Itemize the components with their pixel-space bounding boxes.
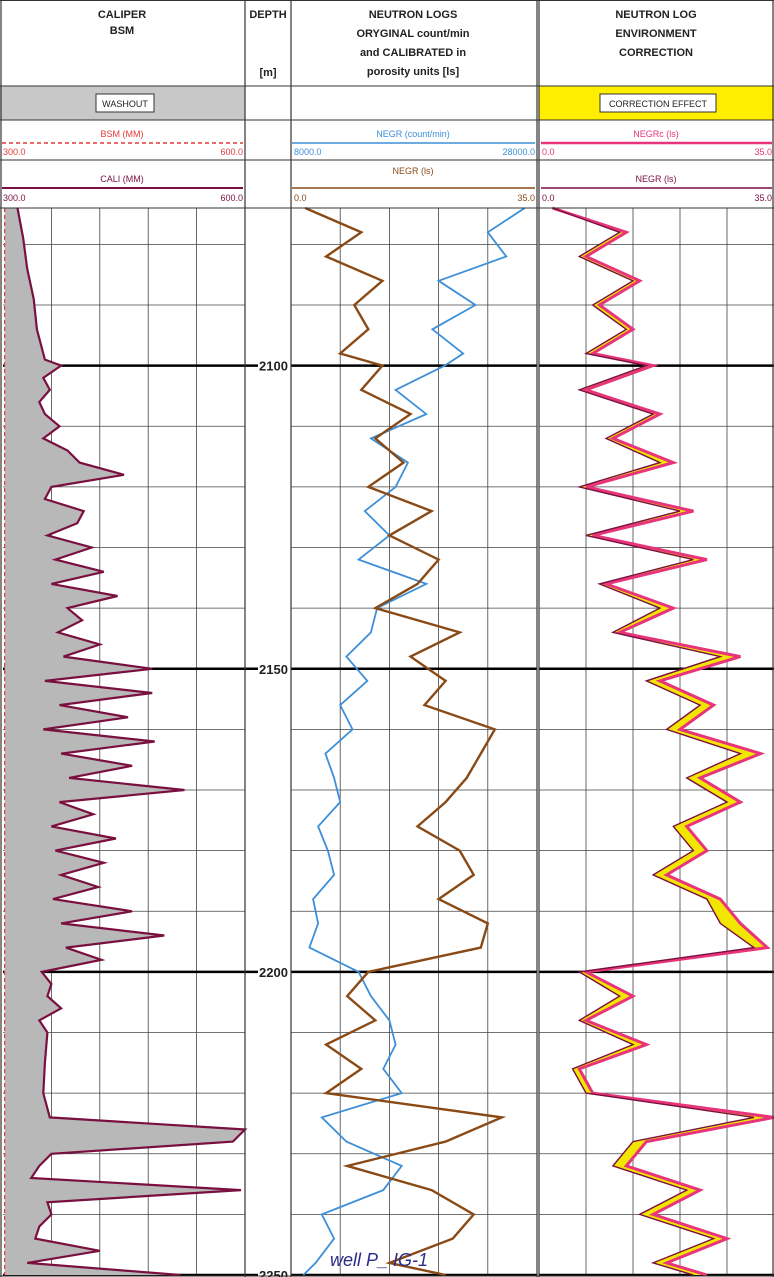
negrc-scale-name: NEGRc (ls) xyxy=(633,129,679,139)
depth-label: 2200 xyxy=(259,965,288,980)
negrc-scale-max: 35.0 xyxy=(754,147,772,157)
negr-count-scale-min: 8000.0 xyxy=(294,147,322,157)
negr-count-scale-name: NEGR (count/min) xyxy=(376,129,450,139)
header: CALIPER BSM DEPTH [m] NEUTRON LOGS ORYGI… xyxy=(98,9,697,79)
scale-rows: BSM (MM) 300.0 600.0 CALI (MM) 300.0 600… xyxy=(2,129,772,203)
correction-effect-label: CORRECTION EFFECT xyxy=(609,99,708,109)
depth-labels: 2100 2150 2200 2250 xyxy=(259,359,288,1277)
negr-ls-scale-name: NEGR (ls) xyxy=(393,166,434,176)
washout-fill xyxy=(4,208,246,1275)
washout-label: WASHOUT xyxy=(102,99,148,109)
neutron-subtitle-2: and CALIBRATED in xyxy=(360,47,466,59)
caliper-title: CALIPER xyxy=(98,9,146,21)
negr-ls-curve xyxy=(304,206,507,1277)
correction-legend-box xyxy=(599,93,717,113)
depth-title: DEPTH xyxy=(249,9,286,21)
caliper-subtitle: BSM xyxy=(110,25,134,37)
well-watermark: well P_ IG-1 xyxy=(330,1250,428,1270)
negrc-curve xyxy=(551,206,774,1277)
negrc-scale-min: 0.0 xyxy=(542,147,555,157)
plot-curves xyxy=(3,206,774,1277)
negr2-scale-name: NEGR (ls) xyxy=(636,174,677,184)
bsm-scale-min: 300.0 xyxy=(3,147,26,157)
neutron-subtitle-3: porosity units [ls] xyxy=(367,66,460,78)
negr2-curve xyxy=(552,207,756,1276)
correction-subtitle-1: ENVIRONMENT xyxy=(615,28,697,40)
negr-count-scale-max: 28000.0 xyxy=(502,147,535,157)
neutron-title: NEUTRON LOGS xyxy=(369,9,458,21)
bsm-scale-max: 600.0 xyxy=(220,147,243,157)
cali-curve xyxy=(16,207,248,1277)
cali-scale-name: CALI (MM) xyxy=(100,174,144,184)
bsm-scale-name: BSM (MM) xyxy=(101,129,144,139)
negr2-scale-max: 35.0 xyxy=(754,193,772,203)
negr-ls-scale-max: 35.0 xyxy=(517,193,535,203)
depth-unit: [m] xyxy=(259,67,276,79)
depth-label: 2250 xyxy=(259,1268,288,1277)
cali-scale-max: 600.0 xyxy=(220,193,243,203)
negr-count-curve xyxy=(302,207,526,1276)
negr2-scale-min: 0.0 xyxy=(542,193,555,203)
depth-label: 2150 xyxy=(259,662,288,677)
negr-ls-scale-min: 0.0 xyxy=(294,193,307,203)
correction-subtitle-2: CORRECTION xyxy=(619,47,693,59)
depth-label: 2100 xyxy=(259,359,288,374)
neutron-subtitle-1: ORYGINAL count/min xyxy=(356,28,469,40)
washout-legend-box xyxy=(95,93,155,113)
cali-scale-min: 300.0 xyxy=(3,193,26,203)
correction-title: NEUTRON LOG xyxy=(615,9,696,21)
